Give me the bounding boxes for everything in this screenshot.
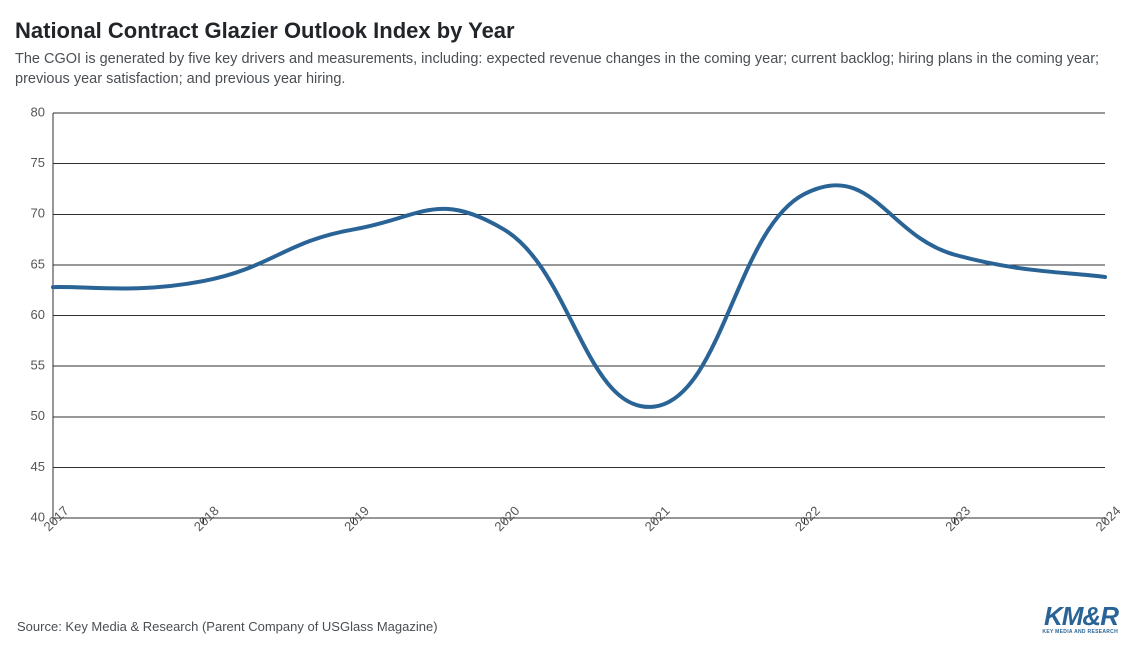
y-tick-label: 80 bbox=[31, 105, 45, 120]
source-label: Source: Key Media & Research (Parent Com… bbox=[17, 619, 438, 634]
x-tick-label: 2017 bbox=[41, 503, 72, 534]
y-tick-label: 70 bbox=[31, 206, 45, 221]
logo-sub-text: KEY MEDIA AND RESEARCH bbox=[1042, 630, 1118, 635]
y-tick-label: 45 bbox=[31, 459, 45, 474]
chart-plot-area: 4045505560657075802017201820192020202120… bbox=[15, 103, 1120, 573]
kmr-logo: KM&R KEY MEDIA AND RESEARCH bbox=[1042, 605, 1118, 634]
chart-svg: 4045505560657075802017201820192020202120… bbox=[15, 103, 1120, 573]
x-tick-label: 2021 bbox=[642, 503, 673, 534]
y-tick-label: 65 bbox=[31, 256, 45, 271]
x-tick-label: 2023 bbox=[942, 503, 973, 534]
x-tick-label: 2020 bbox=[491, 503, 522, 534]
logo-main-text: KM&R bbox=[1044, 601, 1118, 631]
chart-subtitle: The CGOI is generated by five key driver… bbox=[15, 50, 1120, 89]
y-tick-label: 75 bbox=[31, 155, 45, 170]
x-tick-label: 2022 bbox=[792, 503, 823, 534]
x-tick-label: 2018 bbox=[191, 503, 222, 534]
chart-container: National Contract Glazier Outlook Index … bbox=[0, 0, 1135, 654]
chart-footer: Source: Key Media & Research (Parent Com… bbox=[17, 605, 1118, 634]
y-tick-label: 55 bbox=[31, 358, 45, 373]
y-tick-label: 50 bbox=[31, 408, 45, 423]
data-line bbox=[53, 185, 1105, 407]
chart-title: National Contract Glazier Outlook Index … bbox=[15, 18, 1120, 44]
x-tick-label: 2019 bbox=[341, 503, 372, 534]
y-tick-label: 60 bbox=[31, 307, 45, 322]
x-tick-label: 2024 bbox=[1093, 503, 1120, 534]
